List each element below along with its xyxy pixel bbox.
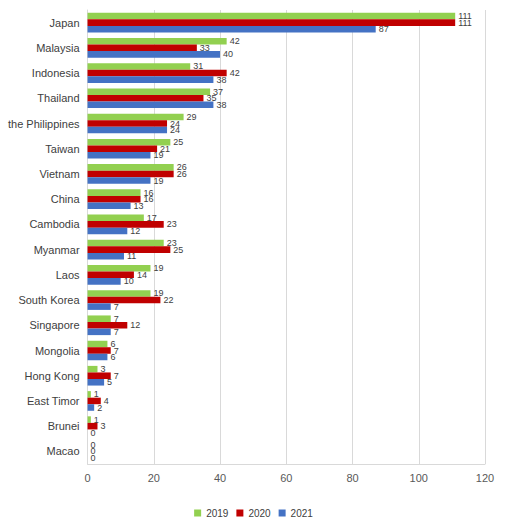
svg-text:0: 0 (90, 439, 96, 450)
svg-text:60: 60 (280, 472, 292, 484)
svg-text:7: 7 (114, 302, 119, 312)
svg-text:25: 25 (173, 137, 183, 147)
svg-text:7: 7 (114, 314, 119, 324)
svg-text:Mongolia: Mongolia (35, 345, 81, 357)
svg-text:10: 10 (124, 276, 134, 286)
svg-text:111: 111 (458, 18, 472, 28)
svg-text:14: 14 (137, 270, 147, 280)
svg-text:the Philippines: the Philippines (8, 118, 80, 130)
svg-text:19: 19 (153, 288, 163, 298)
svg-text:19: 19 (153, 150, 163, 160)
svg-text:42: 42 (230, 36, 240, 46)
svg-text:12: 12 (130, 226, 140, 236)
svg-text:26: 26 (176, 162, 187, 173)
svg-text:80: 80 (346, 472, 358, 484)
svg-text:Macao: Macao (47, 445, 80, 457)
svg-text:20: 20 (148, 472, 160, 484)
svg-text:Brunei: Brunei (48, 420, 80, 432)
svg-text:23: 23 (166, 238, 177, 249)
svg-text:0: 0 (84, 472, 90, 484)
svg-text:Laos: Laos (56, 269, 80, 281)
svg-text:7: 7 (113, 345, 119, 356)
svg-text:38: 38 (216, 100, 226, 110)
svg-text:0: 0 (90, 446, 96, 457)
svg-text:38: 38 (216, 75, 226, 85)
svg-text:2019: 2019 (206, 508, 229, 519)
svg-text:7: 7 (114, 327, 119, 337)
svg-text:Taiwan: Taiwan (45, 143, 79, 155)
svg-text:111: 111 (458, 11, 472, 22)
svg-text:2021: 2021 (291, 508, 314, 519)
svg-text:Cambodia: Cambodia (29, 218, 80, 230)
svg-text:120: 120 (476, 472, 494, 484)
svg-text:Singapore: Singapore (29, 319, 79, 331)
svg-text:37: 37 (213, 86, 224, 97)
svg-text:29: 29 (187, 112, 197, 122)
svg-text:2: 2 (97, 403, 102, 413)
svg-text:Indonesia: Indonesia (32, 67, 81, 79)
svg-text:19: 19 (153, 263, 163, 273)
svg-text:22: 22 (163, 295, 173, 305)
svg-text:17: 17 (147, 213, 157, 223)
svg-text:7: 7 (114, 371, 119, 381)
svg-text:40: 40 (223, 49, 233, 59)
svg-text:Japan: Japan (50, 17, 80, 29)
svg-text:2020: 2020 (248, 508, 271, 519)
svg-text:12: 12 (130, 320, 140, 330)
svg-text:87: 87 (379, 24, 389, 34)
svg-text:40: 40 (214, 472, 226, 484)
svg-text:4: 4 (104, 396, 109, 406)
svg-text:5: 5 (107, 377, 112, 387)
svg-text:24: 24 (170, 118, 181, 129)
svg-text:East Timor: East Timor (27, 395, 80, 407)
svg-text:26: 26 (177, 169, 187, 179)
svg-text:100: 100 (410, 472, 428, 484)
svg-text:24: 24 (170, 125, 180, 135)
svg-text:6: 6 (110, 352, 115, 362)
svg-text:21: 21 (160, 143, 171, 154)
svg-text:19: 19 (153, 176, 163, 186)
svg-text:0: 0 (91, 428, 96, 438)
svg-text:42: 42 (230, 68, 240, 78)
svg-text:1: 1 (94, 389, 99, 399)
svg-text:Thailand: Thailand (37, 92, 79, 104)
svg-text:3: 3 (100, 364, 105, 374)
svg-text:16: 16 (144, 194, 154, 204)
svg-text:3: 3 (100, 421, 105, 431)
svg-text:33: 33 (200, 43, 210, 53)
svg-text:16: 16 (143, 187, 154, 198)
svg-text:1: 1 (94, 415, 99, 425)
svg-text:0: 0 (91, 453, 96, 463)
svg-text:6: 6 (110, 338, 116, 349)
svg-text:31: 31 (193, 61, 203, 71)
svg-text:25: 25 (173, 245, 183, 255)
svg-text:China: China (51, 193, 81, 205)
svg-text:35: 35 (206, 93, 216, 103)
svg-text:Vietnam: Vietnam (39, 168, 79, 180)
svg-text:23: 23 (167, 219, 177, 229)
svg-text:South Korea: South Korea (18, 294, 80, 306)
svg-text:Malaysia: Malaysia (36, 42, 80, 54)
svg-text:Myanmar: Myanmar (34, 244, 80, 256)
svg-text:Hong Kong: Hong Kong (25, 370, 80, 382)
svg-text:13: 13 (134, 201, 144, 211)
svg-text:11: 11 (127, 251, 136, 261)
